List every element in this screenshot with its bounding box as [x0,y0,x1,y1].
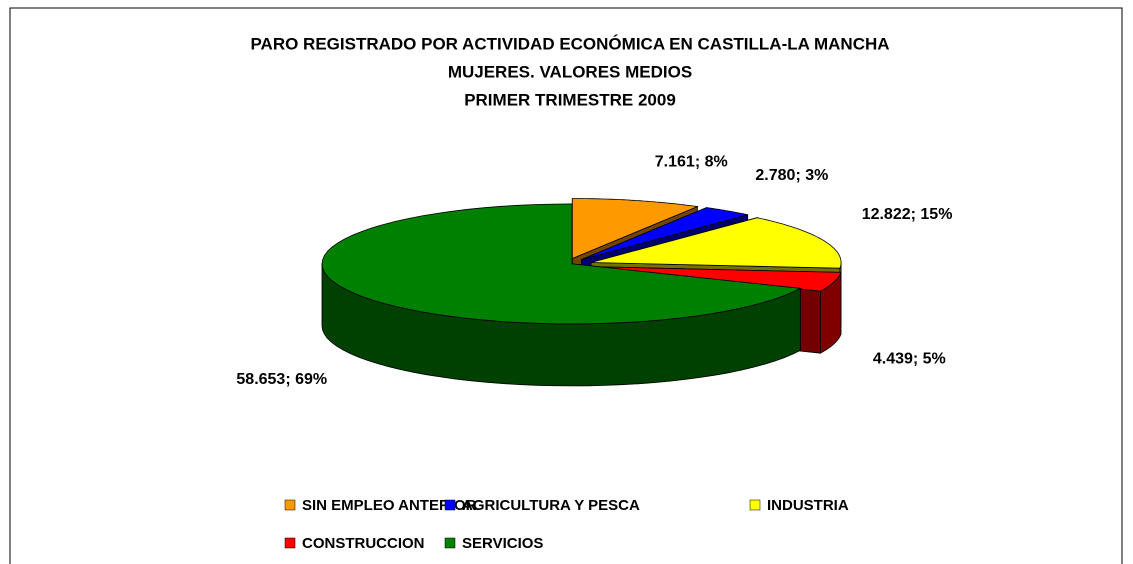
legend-label: INDUSTRIA [767,497,849,514]
chart-title: PARO REGISTRADO POR ACTIVIDAD ECONÓMICA … [250,34,889,53]
legend-swatch [444,537,456,549]
chart-title: MUJERES. VALORES MEDIOS [448,62,692,81]
pie-slice [321,203,802,387]
legend-swatch [284,499,296,511]
legend-swatch [284,537,296,549]
data-label: 58.653; 69% [236,371,327,388]
legend-swatch [444,499,456,511]
data-label: 7.161; 8% [655,153,728,170]
data-label: 4.439; 5% [873,351,946,368]
slice-top [590,217,842,269]
legend-label: CONSTRUCCION [302,535,425,552]
legend-label: AGRICULTURA Y PESCA [462,497,640,514]
slice-top [321,203,802,325]
legend-swatch [749,499,761,511]
legend-label: SIN EMPLEO ANTERIOR [302,497,477,514]
slice-top [571,198,699,260]
legend-label: SERVICIOS [462,535,543,552]
data-label: 2.780; 3% [755,167,828,184]
data-label: 12.822; 15% [862,206,953,223]
chart-title: PRIMER TRIMESTRE 2009 [464,90,676,109]
slice-top [581,207,748,260]
